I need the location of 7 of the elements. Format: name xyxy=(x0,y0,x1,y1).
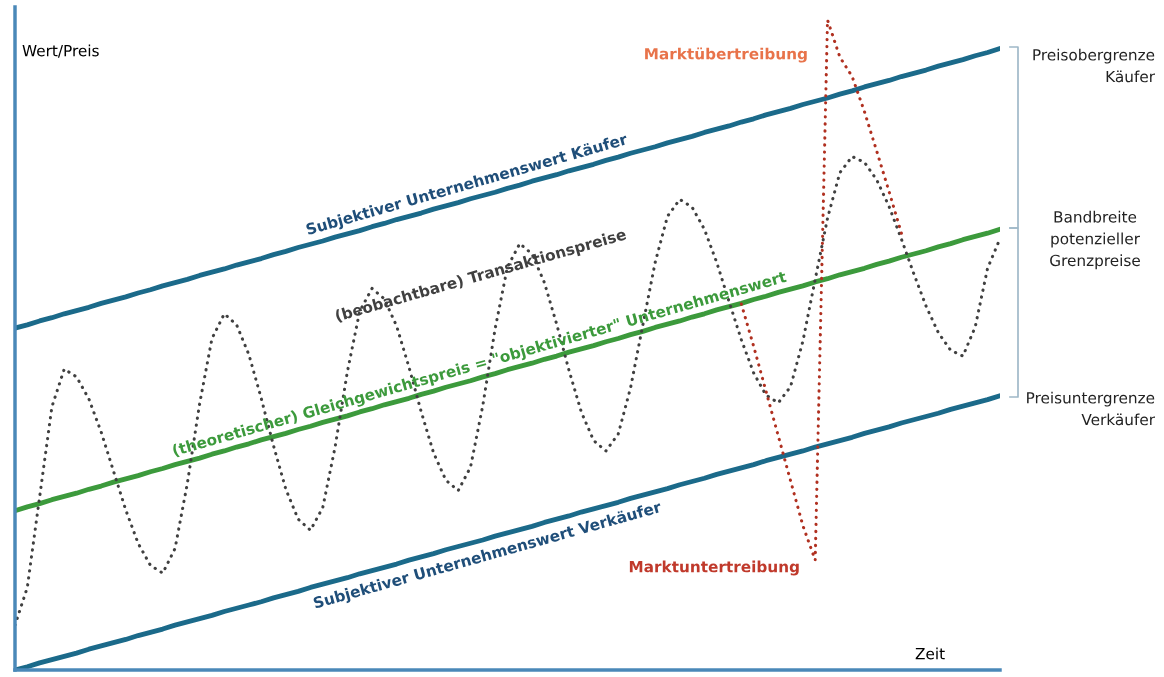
text: Preisobergrenze Käufer xyxy=(1033,48,1155,83)
annotation: Marktübertreibung xyxy=(645,47,807,63)
annotation: Marktuntertreibung xyxy=(629,560,799,576)
text: Preisuntergrenze Verkäufer xyxy=(1027,391,1155,426)
x-axis-title: Zeit xyxy=(915,647,945,660)
y-axis-title: Wert/Preis xyxy=(22,44,99,58)
text: Bandbreite potenzieller Grenzpreise xyxy=(1050,210,1140,270)
